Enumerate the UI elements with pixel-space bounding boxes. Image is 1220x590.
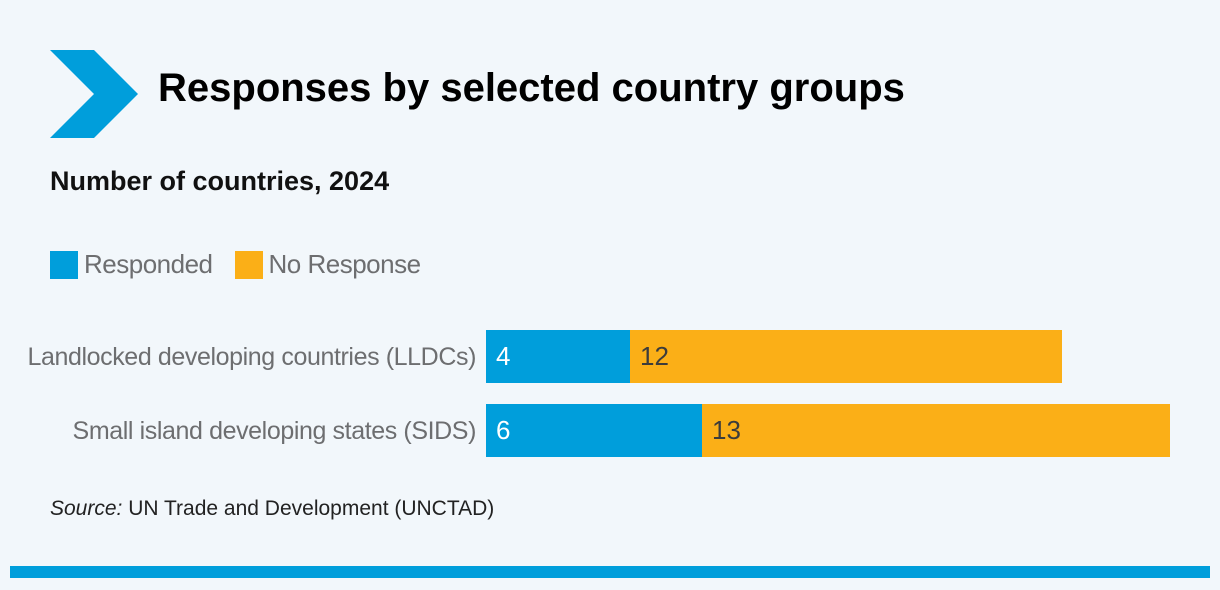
category-label: Landlocked developing countries (LLDCs) xyxy=(27,342,476,371)
value-label: 6 xyxy=(496,415,511,445)
bar: 12 xyxy=(630,330,1062,383)
bar: 13 xyxy=(702,404,1170,457)
bar: 6 xyxy=(486,404,702,457)
category-label: Small island developing states (SIDS) xyxy=(72,416,477,445)
value-label: 4 xyxy=(496,341,511,371)
chart-title: Responses by selected country groups xyxy=(158,66,905,110)
legend: Responded No Response xyxy=(50,249,443,280)
legend-label: No Response xyxy=(268,249,422,279)
source: Source: UN Trade and Development (UNCTAD… xyxy=(50,497,494,521)
value-label: 12 xyxy=(640,341,669,371)
legend-swatch xyxy=(234,250,263,279)
value-label: 13 xyxy=(712,415,741,445)
legend-label: Responded xyxy=(84,249,213,279)
bar: 4 xyxy=(486,330,630,383)
legend-item: Responded xyxy=(50,249,213,280)
chart-subtitle: Number of countries, 2024 xyxy=(50,166,390,196)
source-label: Source: xyxy=(50,497,123,520)
source-text: UN Trade and Development (UNCTAD) xyxy=(128,497,495,520)
legend-swatch xyxy=(50,250,78,279)
legend-item: No Response xyxy=(234,249,422,280)
bottom-stripe xyxy=(10,566,1210,578)
chevron-icon xyxy=(50,50,138,138)
